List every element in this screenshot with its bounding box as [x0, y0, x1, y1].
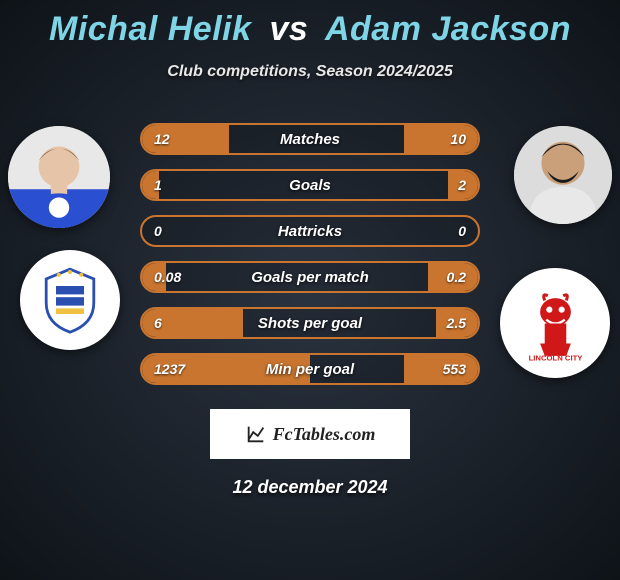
stat-row: 0 0 Hattricks [140, 215, 480, 247]
club-crest-right-icon: LINCOLN CITY [517, 285, 594, 362]
stat-row: 6 2.5 Shots per goal [140, 307, 480, 339]
watermark: FcTables.com [210, 409, 410, 459]
date-label: 12 december 2024 [0, 477, 620, 498]
player1-club-badge [20, 250, 120, 350]
player2-club-badge: LINCOLN CITY [500, 268, 610, 378]
stat-value-left: 0.08 [154, 269, 181, 285]
fctables-logo-icon [245, 423, 267, 445]
svg-text:LINCOLN CITY: LINCOLN CITY [528, 353, 582, 362]
title-player1: Michal Helik [49, 10, 252, 48]
stat-label: Matches [280, 131, 340, 148]
stat-label: Goals [289, 177, 331, 194]
stat-row: 1 2 Goals [140, 169, 480, 201]
stat-value-right: 10 [450, 131, 466, 147]
stat-row: 12 10 Matches [140, 123, 480, 155]
stat-value-left: 1237 [154, 361, 185, 377]
watermark-text: FcTables.com [273, 424, 376, 445]
stat-value-left: 12 [154, 131, 170, 147]
stat-value-left: 1 [154, 177, 162, 193]
stat-value-left: 6 [154, 315, 162, 331]
stat-label: Shots per goal [258, 315, 362, 332]
stat-fill-right [404, 355, 478, 383]
stat-row: 0.08 0.2 Goals per match [140, 261, 480, 293]
player1-avatar-icon [8, 126, 110, 228]
stat-label: Min per goal [266, 361, 354, 378]
stat-value-right: 0 [458, 223, 466, 239]
player1-avatar [8, 126, 110, 228]
stat-label: Goals per match [251, 269, 369, 286]
stat-row: 1237 553 Min per goal [140, 353, 480, 385]
stat-value-left: 0 [154, 223, 162, 239]
stat-fill-right [404, 125, 478, 153]
title-vs: vs [269, 10, 308, 48]
stat-value-right: 0.2 [447, 269, 466, 285]
title-player2: Adam Jackson [325, 10, 571, 48]
player2-avatar [514, 126, 612, 224]
club-crest-left-icon [35, 265, 105, 335]
player2-avatar-icon [514, 126, 612, 224]
subtitle: Club competitions, Season 2024/2025 [0, 63, 620, 81]
stat-value-right: 2.5 [447, 315, 466, 331]
stat-label: Hattricks [278, 223, 342, 240]
page-title: Michal Helik vs Adam Jackson [0, 0, 620, 49]
stat-value-right: 553 [443, 361, 466, 377]
stats-container: 1210Matches12Goals00Hattricks0.080.2Goal… [140, 123, 480, 385]
stat-value-right: 2 [458, 177, 466, 193]
